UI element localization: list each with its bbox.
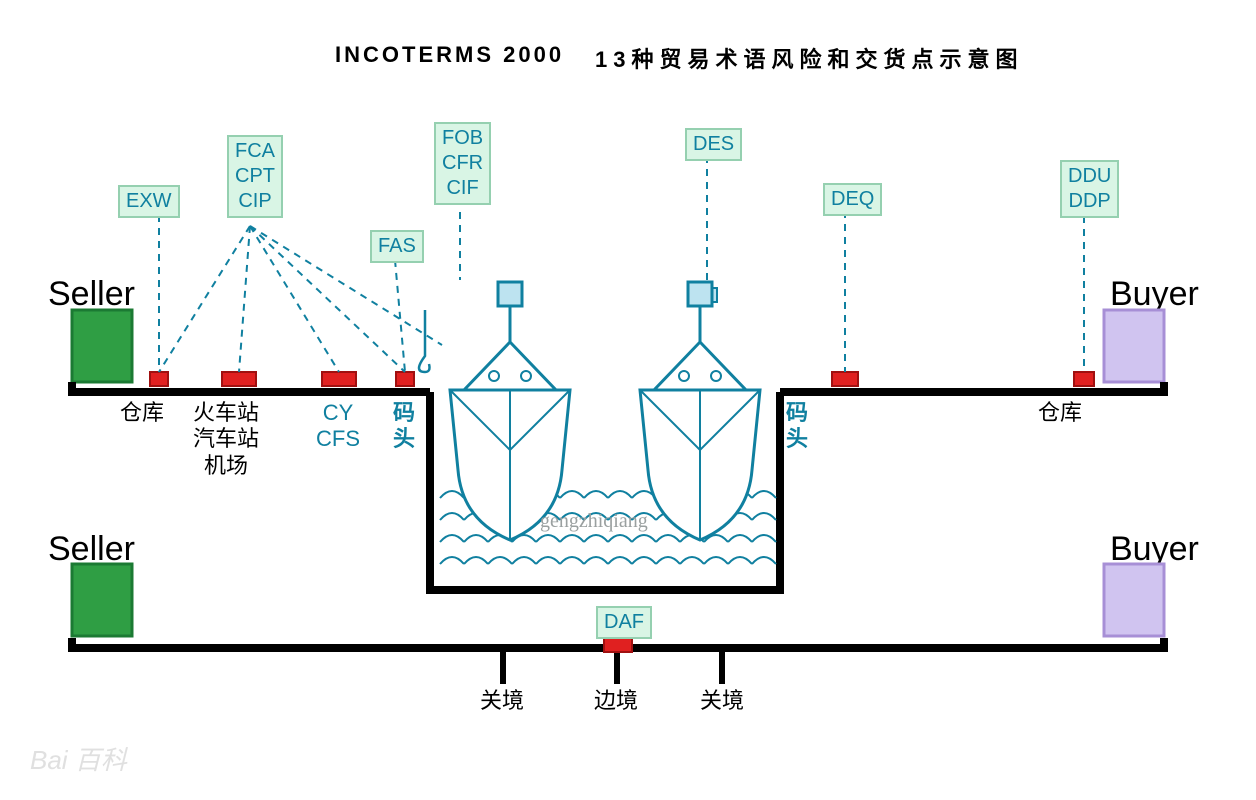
term-des: DES (685, 128, 742, 161)
loc-dock-left: 码 头 (393, 400, 415, 453)
term-fca: FCA CPT CIP (227, 135, 283, 218)
term-daf: DAF (596, 606, 652, 639)
loc-customs-left: 关境 (480, 688, 524, 714)
loc-cy-cfs: CY CFS (316, 400, 360, 453)
loc-warehouse-left: 仓库 (120, 400, 164, 426)
term-exw: EXW (118, 185, 180, 218)
term-deq: DEQ (823, 183, 882, 216)
loc-stations: 火车站 汽车站 机场 (193, 400, 259, 479)
diagram-stage: INCOTERMS 2000 13种贸易术语风险和交货点示意图 Seller S… (0, 0, 1256, 800)
loc-customs-right: 关境 (700, 688, 744, 714)
baidu-logo: Bai 百科 (30, 740, 127, 777)
term-fob: FOB CFR CIF (434, 122, 491, 205)
loc-dock-right: 码 头 (786, 400, 808, 453)
term-ddu: DDU DDP (1060, 160, 1119, 218)
loc-border: 边境 (594, 688, 638, 714)
watermark: gengzhiqiang (540, 510, 648, 533)
loc-warehouse-right: 仓库 (1038, 400, 1082, 426)
term-fas: FAS (370, 230, 424, 263)
